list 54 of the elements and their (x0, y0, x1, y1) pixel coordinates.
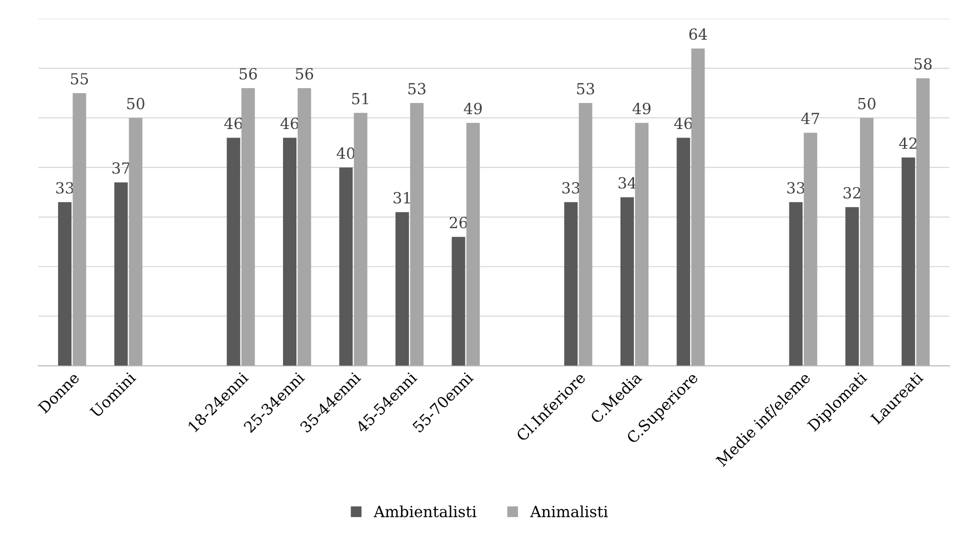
legend-label: Animalisti (530, 505, 608, 518)
bar (114, 182, 128, 366)
data-label: 33 (562, 182, 580, 194)
data-label: 50 (858, 98, 876, 110)
bar (564, 202, 578, 366)
bar (902, 158, 916, 366)
bar (283, 138, 296, 366)
data-label: 26 (450, 216, 468, 228)
data-label: 31 (394, 192, 410, 204)
bar (58, 202, 72, 366)
data-label: 49 (464, 102, 482, 114)
data-label: 51 (352, 92, 368, 104)
bar (241, 88, 255, 366)
data-label: 56 (296, 68, 314, 80)
bar (804, 132, 818, 366)
legend-label: Ambientalisti (374, 505, 476, 518)
bar (916, 78, 930, 366)
data-label: 49 (632, 102, 650, 114)
data-label: 37 (112, 162, 130, 174)
data-label: 46 (224, 118, 242, 130)
bar (845, 207, 859, 366)
bar (789, 202, 803, 366)
bar (395, 212, 409, 366)
data-label: 47 (801, 112, 820, 124)
data-label: 55 (70, 73, 88, 85)
bar (860, 118, 874, 366)
data-label: 50 (127, 98, 144, 110)
data-label: 64 (689, 28, 707, 40)
data-label: 46 (280, 118, 298, 130)
bar (691, 48, 705, 366)
bar (226, 138, 240, 366)
data-label: 58 (914, 58, 932, 70)
data-label: 34 (618, 177, 636, 189)
data-label: 53 (577, 82, 594, 94)
bar (635, 122, 649, 366)
bar (339, 167, 353, 366)
bar (466, 122, 480, 366)
data-label: 46 (674, 118, 692, 130)
data-label: 32 (844, 187, 860, 199)
bar (128, 118, 142, 366)
bar (72, 93, 86, 366)
bar (676, 138, 690, 366)
data-label: 40 (336, 147, 355, 159)
bar (452, 236, 466, 366)
data-label: 33 (787, 182, 804, 194)
bar (410, 102, 424, 366)
bar (620, 197, 634, 366)
data-label: 42 (899, 137, 917, 149)
data-label: 33 (56, 182, 74, 194)
bar (354, 112, 368, 366)
data-label: 53 (408, 82, 426, 94)
bar (578, 102, 592, 366)
bar (298, 88, 312, 366)
data-label: 56 (240, 68, 257, 80)
